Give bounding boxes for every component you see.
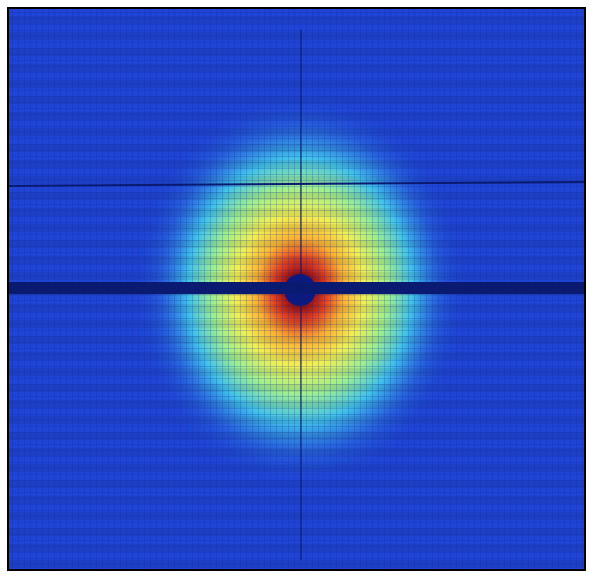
frame <box>7 7 586 571</box>
detector-gap <box>8 282 585 294</box>
detector-seam <box>7 181 586 187</box>
